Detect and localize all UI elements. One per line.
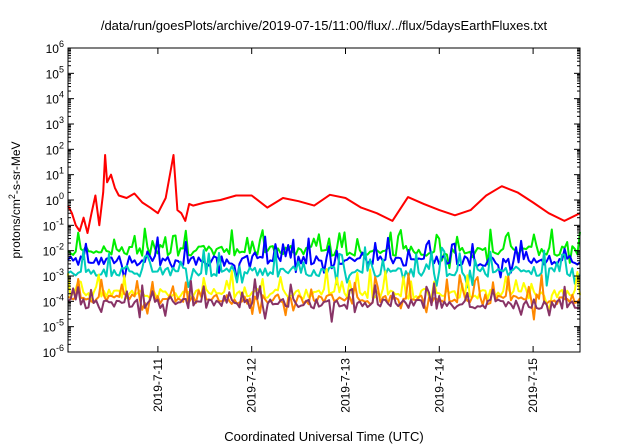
chart-title: /data/run/goesPlots/archive/2019-07-15/1… — [101, 18, 548, 33]
y-tick-label: 10-4 — [43, 292, 64, 309]
y-tick-exponent: -6 — [56, 343, 64, 353]
y-tick-base: 10 — [43, 270, 57, 284]
series-line-2 — [67, 235, 581, 281]
series-line-1 — [67, 227, 581, 270]
y-tick-exponent: 4 — [59, 90, 64, 100]
x-tick-label: 2019-7-13 — [338, 358, 352, 413]
y-tick-base: 10 — [43, 219, 57, 233]
y-tick-label: 100 — [46, 191, 64, 208]
y-tick-label: 10-3 — [43, 267, 64, 284]
y-axis-label-post: -s-sr-MeV — [9, 141, 23, 194]
y-tick-base: 10 — [43, 295, 57, 309]
x-tick-label: 2019-7-15 — [526, 358, 540, 413]
y-tick-label: 105 — [46, 64, 64, 81]
y-tick-exponent: 3 — [59, 115, 64, 125]
y-tick-base: 10 — [46, 42, 60, 56]
x-tick-label: 2019-7-12 — [245, 358, 259, 413]
y-tick-base: 10 — [46, 143, 60, 157]
series-line-3 — [67, 246, 581, 289]
y-tick-base: 10 — [46, 118, 60, 132]
y-tick-exponent: -4 — [56, 292, 64, 302]
y-tick-exponent: -3 — [56, 267, 64, 277]
y-axis-label-sup: 2 — [7, 194, 17, 199]
y-tick-label: 102 — [46, 140, 64, 157]
series-line-6 — [67, 278, 581, 323]
y-tick-label: 10-1 — [43, 216, 64, 233]
y-tick-exponent: 5 — [59, 64, 64, 74]
y-tick-base: 10 — [43, 321, 57, 335]
y-tick-base: 10 — [43, 346, 57, 360]
y-tick-label: 10-2 — [43, 242, 64, 259]
y-tick-exponent: -2 — [56, 242, 64, 252]
y-tick-label: 10-5 — [43, 318, 64, 335]
y-tick-base: 10 — [46, 93, 60, 107]
y-tick-base: 10 — [46, 194, 60, 208]
y-tick-exponent: 0 — [59, 191, 64, 201]
y-tick-base: 10 — [46, 169, 60, 183]
y-tick-base: 10 — [46, 67, 60, 81]
series-layer — [67, 154, 581, 323]
y-axis-ticks: 10-610-510-410-310-210-11001011021031041… — [43, 39, 580, 360]
y-tick-exponent: -1 — [56, 216, 64, 226]
y-tick-label: 104 — [46, 90, 64, 107]
y-tick-label: 101 — [46, 166, 64, 183]
x-axis-label: Coordinated Universal Time (UTC) — [224, 429, 423, 444]
y-tick-base: 10 — [43, 245, 57, 259]
y-tick-exponent: -5 — [56, 318, 64, 328]
y-tick-exponent: 2 — [59, 140, 64, 150]
x-tick-label: 2019-7-14 — [432, 358, 446, 413]
series-line-0 — [67, 154, 581, 234]
y-axis-label-pre: protons/cm — [9, 199, 23, 258]
y-tick-label: 103 — [46, 115, 64, 132]
y-tick-exponent: 1 — [59, 166, 64, 176]
y-tick-label: 10-6 — [43, 343, 64, 360]
y-tick-label: 106 — [46, 39, 64, 56]
y-axis-label: protons/cm2-s-sr-MeV — [7, 141, 23, 258]
y-tick-exponent: 6 — [59, 39, 64, 49]
x-axis-ticks: 2019-7-11 2019-7-12 2019-7-13 2019-7-14 2019… — [151, 48, 540, 413]
x-tick-label: 2019-7-11 — [151, 358, 165, 412]
